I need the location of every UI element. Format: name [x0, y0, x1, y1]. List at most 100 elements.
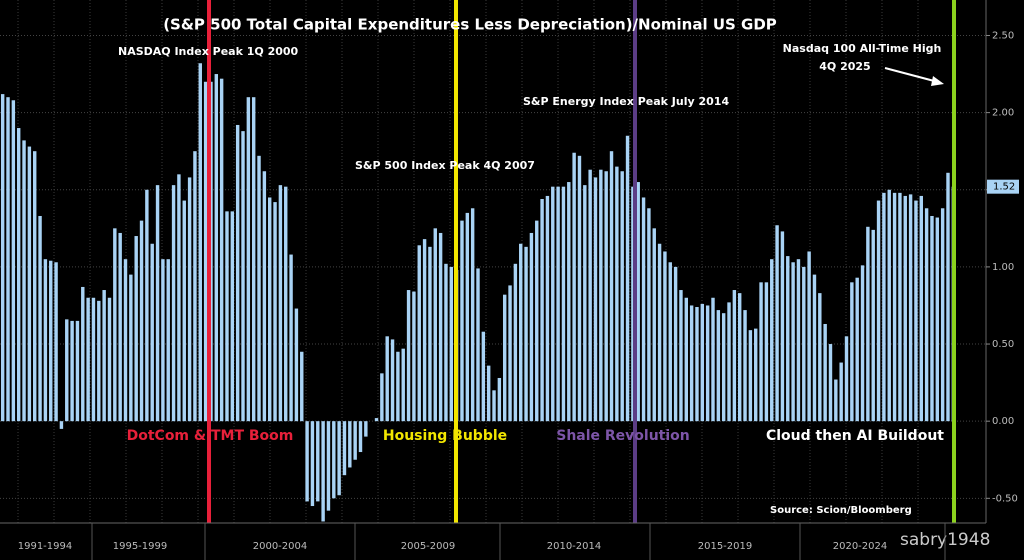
bar	[155, 185, 160, 422]
bar	[198, 63, 202, 422]
bar	[876, 200, 881, 422]
bar	[284, 186, 288, 422]
bar	[866, 226, 870, 422]
source: Source: Scion/Bloomberg	[770, 505, 912, 516]
bar	[486, 365, 491, 422]
bar	[401, 348, 405, 422]
bar	[278, 185, 283, 422]
bar	[812, 274, 817, 422]
x-tick-label: 1991-1994	[18, 541, 73, 552]
bar	[294, 308, 299, 422]
bar	[374, 418, 379, 422]
bar	[38, 215, 42, 422]
bar	[171, 185, 176, 422]
bar	[16, 128, 21, 422]
bar	[59, 421, 64, 429]
bar	[796, 259, 801, 422]
bar	[695, 307, 699, 422]
bar	[924, 208, 929, 422]
bar	[855, 277, 859, 422]
bar	[102, 290, 106, 422]
bar	[150, 243, 154, 422]
bar	[406, 290, 411, 422]
bar	[433, 228, 437, 422]
bar	[492, 390, 496, 422]
bar	[540, 199, 544, 422]
bar	[748, 330, 753, 422]
bar	[27, 146, 32, 422]
bar	[780, 231, 785, 422]
y-tick-label: 2.50	[992, 30, 1014, 41]
bar	[529, 232, 534, 422]
bar	[390, 339, 395, 422]
bar	[225, 211, 229, 422]
bar	[75, 320, 80, 422]
bar	[807, 251, 811, 422]
era-label: Housing Bubble	[383, 428, 507, 444]
annotation: NASDAQ Index Peak 1Q 2000	[118, 45, 299, 58]
bar	[818, 293, 822, 422]
bar	[940, 208, 945, 422]
bar	[946, 172, 950, 422]
bar	[572, 152, 576, 422]
bar	[519, 243, 523, 422]
bar	[161, 259, 165, 422]
y-tick-label: -0.50	[992, 493, 1018, 504]
annotation: S&P 500 Index Peak 4Q 2007	[355, 159, 535, 172]
bar	[262, 171, 267, 422]
bar	[705, 305, 710, 422]
bar	[631, 186, 635, 422]
era-label: DotCom & TMT Boom	[127, 428, 294, 444]
bar	[358, 421, 363, 453]
bar	[22, 140, 26, 422]
bar	[273, 202, 277, 422]
bar	[604, 171, 608, 422]
bar	[123, 259, 128, 422]
bar	[711, 297, 715, 422]
bar	[380, 373, 384, 422]
bar	[828, 344, 833, 422]
bar	[588, 169, 592, 422]
x-tick-label: 2015-2019	[698, 541, 753, 552]
bar	[203, 81, 208, 422]
bar	[556, 186, 560, 422]
bar	[764, 282, 769, 422]
bar	[305, 421, 309, 502]
bar	[0, 94, 5, 422]
bar	[476, 268, 480, 422]
bar	[257, 155, 261, 422]
bar	[502, 294, 507, 422]
bar	[593, 177, 598, 422]
bar	[337, 421, 341, 496]
bar	[908, 194, 913, 422]
bar	[577, 155, 582, 422]
bar	[81, 286, 85, 422]
bar	[268, 197, 272, 422]
bar	[91, 297, 96, 422]
bar	[49, 260, 53, 422]
eras: DotCom & TMT Boom Housing Bubble Shale Rev…	[127, 428, 945, 444]
last-value-box	[987, 179, 1019, 194]
bar	[289, 254, 293, 422]
bar	[364, 421, 368, 437]
bar	[481, 331, 486, 422]
x-tick-label: 2010-2014	[547, 541, 602, 552]
bar	[860, 265, 865, 422]
era-label: Shale Revolution	[556, 428, 690, 444]
bar	[791, 262, 795, 422]
bar	[33, 151, 37, 422]
bar	[652, 228, 656, 422]
bar	[214, 74, 219, 422]
bar	[134, 236, 138, 422]
bar	[145, 189, 149, 422]
bar	[716, 310, 721, 422]
bar	[417, 245, 421, 422]
bar	[684, 297, 688, 422]
bar	[802, 266, 806, 422]
bar	[444, 263, 448, 422]
bar	[470, 208, 475, 422]
grid	[0, 0, 986, 523]
bar	[219, 78, 224, 422]
bar	[316, 421, 320, 502]
